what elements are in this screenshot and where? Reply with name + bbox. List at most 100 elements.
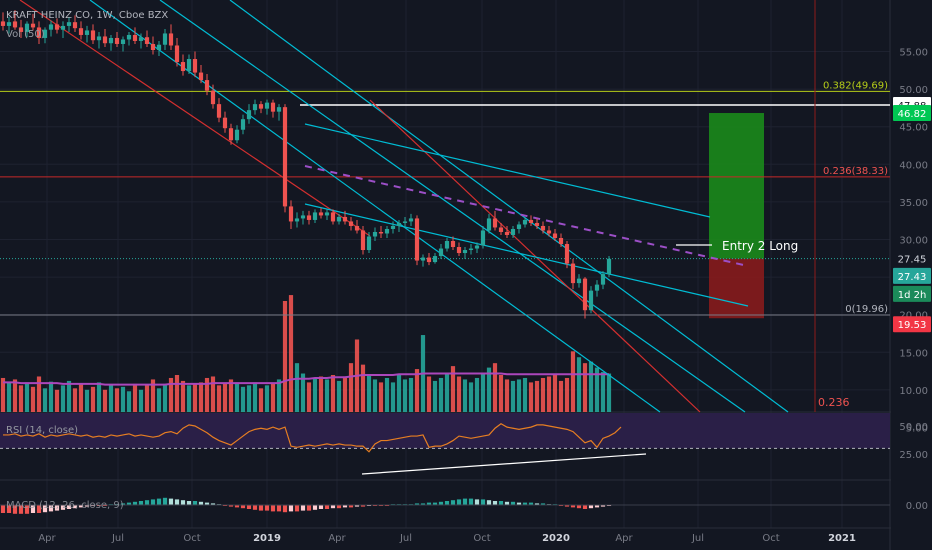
candle-body xyxy=(372,231,378,237)
macd-bar xyxy=(480,499,486,505)
volume-bar xyxy=(492,363,498,412)
candle-body xyxy=(336,216,342,222)
macd-bar xyxy=(324,505,330,509)
candle-body xyxy=(234,129,240,141)
candle-body xyxy=(552,233,558,238)
volume-bars xyxy=(0,295,612,412)
volume-bar xyxy=(480,373,486,412)
macd-bar xyxy=(84,505,90,507)
time-tick-label: Oct xyxy=(183,533,200,544)
macd-bar xyxy=(438,501,444,505)
candles[interactable] xyxy=(0,10,612,319)
time-tick-label: Jul xyxy=(399,533,412,544)
long-position-tool[interactable] xyxy=(709,113,764,319)
volume-bar xyxy=(204,377,210,412)
candle-body xyxy=(210,90,216,105)
time-axis[interactable]: Apr Jul Oct 2019 Apr Jul Oct 2020 Apr Jul Oct 2021 xyxy=(38,533,856,544)
candle-body xyxy=(132,34,138,41)
macd-bar xyxy=(318,505,324,509)
volume-bar xyxy=(486,367,492,412)
symbol-title[interactable]: KRAFT HEINZ CO, 1W, Cboe BZX xyxy=(6,10,169,21)
candle-body xyxy=(576,278,582,284)
volume-bar xyxy=(540,377,546,412)
red-median-line xyxy=(369,99,701,413)
macd-legend[interactable]: MACD (12, 26, close, 9) xyxy=(6,500,124,511)
volume-bar xyxy=(498,375,504,412)
candle-body xyxy=(222,117,228,129)
volume-bar xyxy=(312,377,318,412)
volume-bar xyxy=(546,376,552,412)
volume-bar xyxy=(558,380,564,412)
time-tick-label: 2020 xyxy=(542,533,570,544)
rsi-tick-label: 25.00 xyxy=(899,450,928,461)
volume-bar xyxy=(330,375,336,412)
candle-body xyxy=(516,224,522,229)
volume-bar xyxy=(186,385,192,412)
rsi-legend[interactable]: RSI (14, close) xyxy=(6,425,79,436)
candle-body xyxy=(408,218,414,222)
volume-legend[interactable]: Vol (50) xyxy=(6,29,45,40)
volume-bar xyxy=(294,363,300,412)
candle-body xyxy=(168,33,174,46)
candle-body xyxy=(30,23,36,28)
volume-bar xyxy=(36,376,42,412)
volume-bar xyxy=(162,383,168,412)
macd-tick-label: 0.00 xyxy=(906,501,928,512)
macd-bar xyxy=(570,505,576,508)
macd-bar xyxy=(510,501,516,505)
macd-bar xyxy=(66,505,72,509)
macd-bar xyxy=(246,505,252,509)
candle-body xyxy=(420,257,426,261)
candle-body xyxy=(6,22,12,26)
time-tick-label: 2019 xyxy=(253,533,281,544)
candle-body xyxy=(276,107,282,112)
candle-body xyxy=(264,102,270,109)
macd-bar xyxy=(420,503,426,505)
candle-body xyxy=(390,225,396,229)
channel-line-lower xyxy=(159,0,746,413)
macd-bar xyxy=(540,503,546,505)
candle-body xyxy=(84,30,90,35)
volume-bar xyxy=(240,386,246,412)
candle-body xyxy=(258,104,264,109)
rsi-divergence-line xyxy=(361,453,647,475)
volume-bar xyxy=(450,366,456,412)
candle-body xyxy=(36,27,42,38)
candle-body xyxy=(282,107,288,207)
candle-body xyxy=(384,228,390,234)
volume-bar xyxy=(600,372,606,412)
macd-bar xyxy=(150,499,156,505)
volume-bar xyxy=(168,377,174,412)
candle-body xyxy=(48,24,54,30)
volume-bar xyxy=(264,385,270,412)
volume-bar xyxy=(288,295,294,412)
candle-body xyxy=(432,256,438,263)
volume-ma-line xyxy=(3,372,609,386)
candle-body xyxy=(126,34,132,40)
macd-bar xyxy=(192,501,198,505)
volume-bar xyxy=(60,385,66,412)
macd-bar xyxy=(60,505,66,510)
horizontal-levels[interactable] xyxy=(0,0,890,412)
candle-body xyxy=(102,36,108,44)
wedge-lower-line xyxy=(304,203,749,307)
candle-body xyxy=(78,28,84,35)
macd-bar xyxy=(144,500,150,505)
candle-body xyxy=(186,59,192,72)
macd-bar xyxy=(0,505,6,513)
volume-bar xyxy=(84,389,90,412)
macd-bar xyxy=(600,505,606,507)
candle-body xyxy=(18,27,24,32)
macd-bar xyxy=(258,505,264,511)
volume-bar xyxy=(570,351,576,412)
volume-bar xyxy=(258,388,264,412)
macd-bar xyxy=(282,505,288,513)
channel-line-upper xyxy=(229,0,789,413)
candle-body xyxy=(252,104,258,111)
fib-label-0236: 0.236(38.33) xyxy=(823,166,888,177)
target-zone xyxy=(709,113,764,259)
candle-body xyxy=(228,128,234,141)
entry-annotation: Entry 2 Long xyxy=(722,239,798,253)
